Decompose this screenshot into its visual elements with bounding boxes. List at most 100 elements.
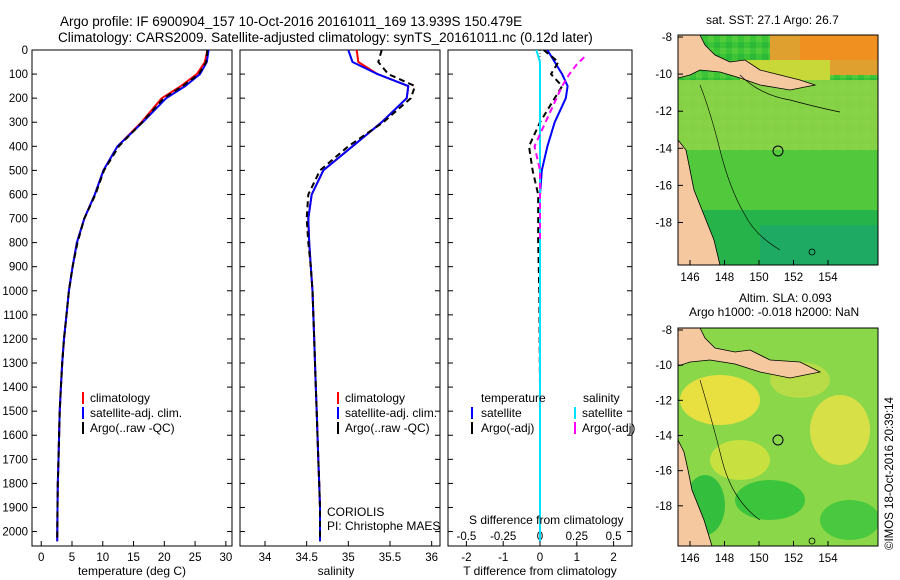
series-line-satellite xyxy=(535,50,541,542)
sla-map-title1: Altim. SLA: 0.093 xyxy=(739,291,832,305)
s-tick-label: 0.5 xyxy=(606,531,622,543)
latitude-label: -12 xyxy=(655,395,672,407)
temperature-panel: 0100200300400500600700800900100011001200… xyxy=(2,45,233,578)
difference-legend: temperature salinity satellite Argo(-adj… xyxy=(471,391,635,435)
x-tick-label: 35.5 xyxy=(379,552,401,564)
temperature-legend: climatology satellite-adj. clim. Argo(..… xyxy=(82,391,182,435)
latitude-label: -14 xyxy=(655,430,672,442)
sla-map-title2: Argo h1000: -0.018 h2000: NaN xyxy=(689,305,859,319)
longitude-label: 150 xyxy=(749,272,768,284)
figure-title-line1: Argo profile: IF 6900904_157 10-Oct-2016… xyxy=(60,14,522,29)
temperature-axes-frame xyxy=(31,49,233,547)
latitude-label: -12 xyxy=(655,106,672,118)
y-tick-label: 1200 xyxy=(2,334,28,346)
latitude-label: -16 xyxy=(655,180,672,192)
x-tick-label: -2 xyxy=(461,552,471,564)
sst-map: sat. SST: 27.1 Argo: 26.7 -8 -10 -12 -14 -16… xyxy=(655,13,879,284)
latitude-label: -18 xyxy=(655,501,672,513)
longitude-label: 152 xyxy=(784,272,803,284)
temperature-xlabel: temperature (deg C) xyxy=(78,564,186,578)
y-tick-label: 800 xyxy=(9,238,28,250)
salinity-lines xyxy=(305,50,416,542)
sla-longitude-labels: 146 148 150 152 154 xyxy=(680,541,838,565)
longitude-label: 152 xyxy=(784,553,803,565)
legend-temp-argo: Argo(-adj) xyxy=(481,421,534,435)
latitude-label: -10 xyxy=(655,69,672,81)
salinity-legend: climatology satellite-adj. clim. Argo(..… xyxy=(337,391,437,435)
latitude-label: -8 xyxy=(662,325,672,337)
longitude-label: 154 xyxy=(818,272,838,284)
figure-title-line2: Climatology: CARS2009. Satellite-adjuste… xyxy=(58,30,593,45)
x-tick-label: -1 xyxy=(498,552,508,564)
argo-position-marker xyxy=(772,145,784,157)
y-tick-label: 1600 xyxy=(2,430,28,442)
latitude-label: -8 xyxy=(662,32,672,44)
y-tick-label: 1900 xyxy=(2,502,28,514)
y-tick-label: 900 xyxy=(9,262,28,274)
s-tick-label: -0.25 xyxy=(490,531,516,543)
legend-argo: Argo(..raw -QC) xyxy=(345,421,430,435)
longitude-label: 150 xyxy=(749,553,768,565)
y-tick-label: 1100 xyxy=(3,310,28,322)
legend-title-salinity: salinity xyxy=(583,391,620,405)
sla-latitude-labels: -8 -10 -12 -14 -16 -18 xyxy=(655,325,683,513)
longitude-label: 146 xyxy=(680,272,699,284)
legend-sal-satellite: satellite xyxy=(582,406,623,420)
salinity-panel: 34 34.5 35 35.5 36 salinity climatology sate… xyxy=(239,49,441,578)
y-tick-label: 300 xyxy=(9,117,28,129)
latitude-label: -18 xyxy=(655,217,672,229)
t-difference-xlabel: T difference from climatology xyxy=(463,564,617,578)
y-tick-label: 1500 xyxy=(2,406,28,418)
sst-longitude-labels: 146 148 150 152 154 xyxy=(680,260,838,284)
series-line-argo-raw-qc- xyxy=(56,50,209,542)
y-tick-label: 700 xyxy=(9,214,28,226)
salinity-axes-frame xyxy=(239,49,441,547)
s-tick-label: 0.25 xyxy=(566,531,588,543)
y-tick-label: 1700 xyxy=(2,454,28,466)
legend-title-temperature: temperature xyxy=(481,391,546,405)
legend-satellite-adj: satellite-adj. clim. xyxy=(345,406,437,420)
y-tick-label: 1400 xyxy=(2,382,28,394)
x-tick-label: 0 xyxy=(537,552,543,564)
sst-latitude-labels: -8 -10 -12 -14 -16 -18 xyxy=(655,32,683,229)
x-tick-label: 34 xyxy=(259,552,272,564)
sla-map: Altim. SLA: 0.093 Argo h1000: -0.018 h20… xyxy=(655,291,896,565)
salinity-tick-labels: 34 34.5 35 35.5 36 xyxy=(240,49,440,564)
x-tick-label: 1 xyxy=(574,552,580,564)
x-tick-label: 10 xyxy=(96,552,109,564)
y-tick-label: 400 xyxy=(9,141,28,153)
series-line-satellite xyxy=(539,50,569,542)
x-tick-label: 34.5 xyxy=(295,552,317,564)
temperature-lines xyxy=(56,50,210,542)
series-line-climatology xyxy=(56,50,209,542)
x-tick-label: 30 xyxy=(219,552,232,564)
x-tick-label: 25 xyxy=(189,552,202,564)
longitude-label: 148 xyxy=(715,553,734,565)
series-line-satellite-adj-clim- xyxy=(56,50,210,542)
y-tick-label: 1000 xyxy=(2,286,28,298)
imos-credit: ©IMOS 18-Oct-2016 20:39:14 xyxy=(884,396,896,550)
salinity-xlabel: salinity xyxy=(318,564,355,578)
latitude-label: -14 xyxy=(655,143,672,155)
s-difference-tick-labels: -0.5 -0.25 0 0.25 0.5 xyxy=(456,531,621,543)
x-tick-label: 35 xyxy=(342,552,355,564)
latitude-label: -10 xyxy=(655,360,672,372)
legend-climatology: climatology xyxy=(345,391,405,405)
y-tick-label: 2000 xyxy=(2,527,28,539)
longitude-label: 146 xyxy=(680,553,699,565)
series-line-argo-raw-qc- xyxy=(305,50,416,542)
s-tick-label: -0.5 xyxy=(456,531,476,543)
difference-panel: -2 -1 0 1 2 -0.5 -0.25 0 0.25 0.5 S difference f… xyxy=(447,49,635,578)
longitude-label: 148 xyxy=(715,272,734,284)
series-line-argo-adj- xyxy=(528,50,564,542)
s-difference-xlabel: S difference from climatology xyxy=(469,513,624,527)
legend-argo: Argo(..raw -QC) xyxy=(90,421,175,435)
x-tick-label: 2 xyxy=(610,552,616,564)
x-tick-label: 0 xyxy=(38,552,44,564)
x-tick-label: 20 xyxy=(158,552,171,564)
x-tick-label: 15 xyxy=(127,552,140,564)
legend-sal-argo: Argo(-adj) xyxy=(582,421,635,435)
annotation-pi: PI: Christophe MAES xyxy=(327,519,440,533)
latitude-label: -16 xyxy=(655,466,672,478)
